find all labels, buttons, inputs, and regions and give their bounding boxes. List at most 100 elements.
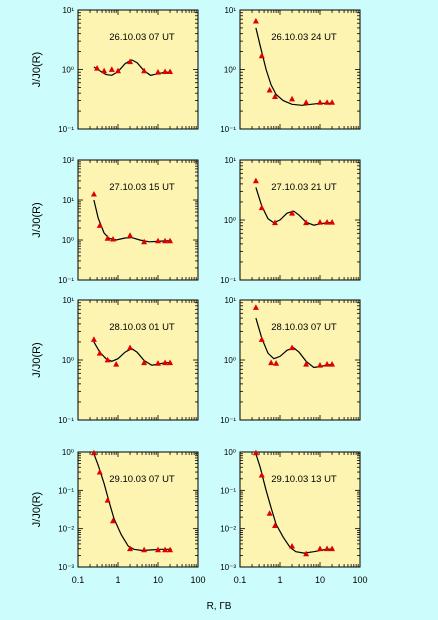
plot-area	[239, 9, 361, 130]
plot-area	[77, 299, 199, 421]
data-point	[289, 542, 296, 549]
x-tick-label: 0.1	[234, 575, 247, 585]
panel-title: 28.10.03 01 UT	[109, 322, 175, 333]
y-tick-label: 10⁻¹	[58, 416, 74, 425]
data-point	[303, 550, 310, 557]
data-point	[110, 235, 117, 242]
y-tick-label: 10⁻¹	[220, 486, 236, 495]
y-tick-label: 10⁰	[224, 448, 236, 457]
data-point	[90, 190, 97, 197]
x-tick-label: 0.1	[72, 575, 85, 585]
chart-panel-2: 10⁻¹ 10⁰ 10¹ 26.10.03 24 UT	[220, 6, 361, 134]
data-point	[272, 93, 279, 100]
data-point	[329, 545, 336, 552]
y-tick-label: 10⁻¹	[220, 276, 236, 285]
data-point	[104, 235, 111, 241]
chart-panel-5: 10⁻¹ 10⁰ 10¹ 28.10.03 01 UT J/J0(R)	[31, 296, 199, 425]
data-point	[266, 86, 273, 93]
y-tick-label: 10¹	[62, 296, 74, 305]
data-point	[303, 219, 310, 226]
y-axis-label: J/J0(R)	[31, 342, 43, 377]
plot-area	[77, 451, 199, 568]
y-tick-label: 10⁰	[62, 236, 74, 245]
data-point	[258, 204, 265, 211]
y-tick-label: 10¹	[224, 156, 236, 165]
data-point	[167, 359, 174, 366]
x-tick-label: 10	[153, 575, 163, 585]
data-point	[96, 468, 103, 475]
y-tick-label: 10²	[62, 156, 74, 165]
chart-panel-8: 10⁻³ 10⁻² 10⁻¹ 10⁰ 29.10.03 13 UT 0.1 1 10 100	[220, 448, 367, 585]
y-axis-label: J/J0(R)	[31, 492, 43, 527]
y-tick-label: 10⁰	[224, 356, 236, 365]
data-point	[94, 65, 101, 71]
data-point	[329, 218, 336, 225]
data-point	[167, 546, 174, 553]
data-point	[104, 497, 111, 503]
data-point	[252, 449, 259, 456]
y-tick-label: 10⁻²	[220, 525, 236, 534]
data-point	[329, 361, 336, 367]
data-point	[273, 360, 280, 366]
data-point	[104, 356, 111, 363]
data-point	[108, 66, 115, 72]
data-point	[303, 361, 310, 367]
y-tick-label: 10⁻³	[220, 563, 236, 572]
y-tick-label: 10⁰	[224, 216, 236, 225]
chart-panel-7: 10⁻³ 10⁻² 10⁻¹ 10⁰ 29.10.03 07 UT 0.1 1 10 100 J/…	[31, 448, 206, 585]
panel-title: 28.10.03 07 UT	[271, 322, 337, 333]
plot-area	[239, 299, 361, 421]
data-point	[101, 67, 108, 74]
data-point	[141, 359, 148, 366]
data-point	[289, 95, 296, 102]
y-tick-label: 10⁻¹	[58, 125, 74, 134]
x-tick-label: 1	[277, 575, 282, 585]
y-tick-label: 10⁻³	[58, 563, 74, 572]
y-tick-label: 10⁰	[62, 448, 74, 457]
data-point	[155, 546, 161, 553]
data-point	[110, 517, 117, 524]
plot-area	[239, 159, 361, 281]
y-tick-label: 10¹	[224, 296, 236, 305]
x-tick-label: 100	[190, 575, 205, 585]
panel-title: 29.10.03 07 UT	[109, 474, 175, 485]
data-point	[268, 359, 275, 366]
data-point	[258, 471, 265, 478]
data-point	[167, 237, 174, 244]
data-point	[252, 17, 259, 24]
data-point	[141, 546, 148, 553]
data-point	[155, 237, 161, 244]
data-point	[115, 67, 121, 74]
y-tick-label: 10⁰	[62, 356, 74, 365]
y-tick-label: 10¹	[224, 6, 236, 15]
data-point	[162, 359, 169, 366]
y-tick-label: 10⁰	[224, 66, 236, 75]
data-point	[127, 344, 134, 351]
data-point	[155, 360, 161, 366]
x-tick-label: 10	[315, 575, 325, 585]
data-point	[258, 52, 265, 59]
data-point	[90, 336, 97, 342]
panel-title: 27.10.03 15 UT	[109, 182, 175, 193]
y-tick-label: 10⁻¹	[58, 276, 74, 285]
fit-curve	[93, 453, 172, 552]
chart-panel-1: 10⁻¹ 10⁰ 10¹ 26.10.03 07 UT J/J0(R)	[31, 6, 199, 134]
x-tick-label: 1	[115, 575, 120, 585]
data-point	[317, 361, 323, 368]
data-point	[324, 218, 331, 225]
plot-area	[239, 451, 361, 568]
data-point	[167, 68, 174, 75]
data-point	[289, 344, 296, 351]
data-point	[96, 222, 103, 228]
data-point	[127, 232, 134, 238]
data-point	[317, 99, 323, 105]
data-point	[258, 336, 265, 342]
data-point	[252, 177, 259, 184]
y-axis-label: J/J0(R)	[31, 202, 43, 237]
chart-panel-6: 10⁻¹ 10⁰ 10¹ 28.10.03 07 UT	[220, 296, 361, 425]
y-tick-label: 10⁰	[62, 66, 74, 75]
x-tick-label: 100	[352, 575, 367, 585]
data-point	[303, 99, 310, 105]
data-point	[155, 69, 161, 75]
